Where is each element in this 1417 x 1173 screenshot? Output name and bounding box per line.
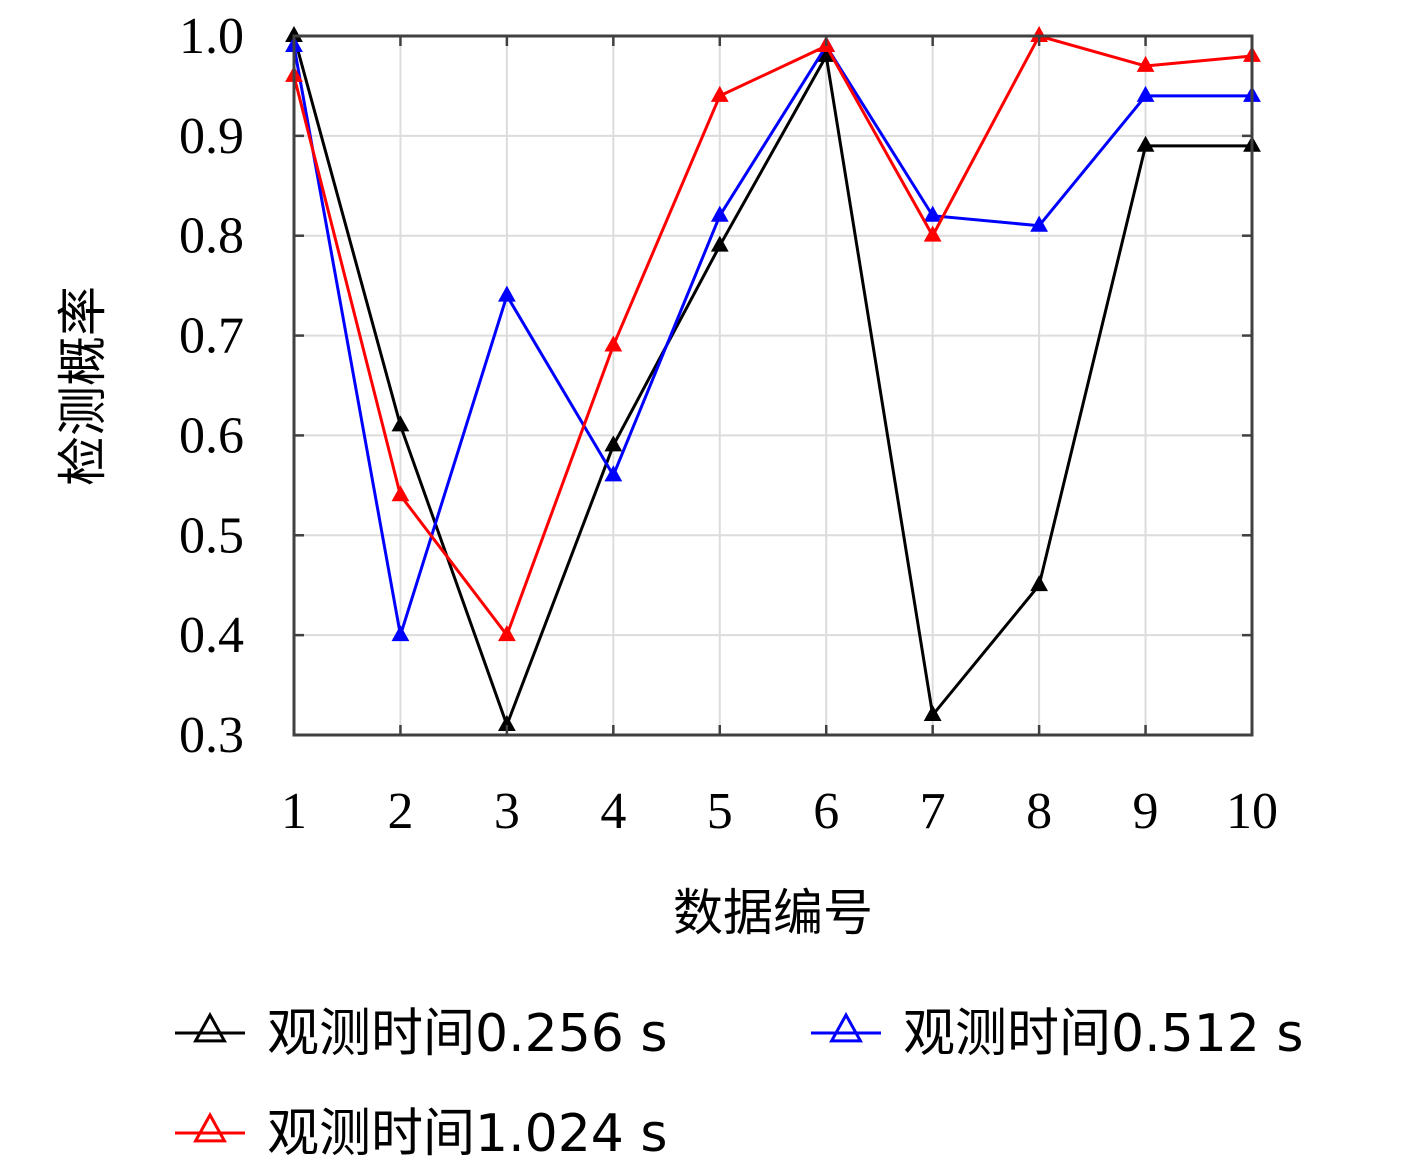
axis-ticks: [292, 34, 1254, 737]
y-tick-label: 1.0: [179, 8, 244, 65]
data-point-marker: [923, 704, 942, 721]
y-tick-label: 0.3: [179, 707, 244, 764]
x-tick-label: 9: [1133, 783, 1159, 840]
x-tick-label: 4: [600, 783, 626, 840]
series-line: [292, 35, 1252, 730]
data-point-marker: [710, 235, 729, 252]
series-2: [285, 35, 1261, 642]
y-axis-label: 检测概率: [54, 286, 112, 486]
legend-label: 观测时间1.024 s: [267, 1104, 668, 1164]
y-tick-label: 0.4: [179, 607, 244, 664]
x-tick-label: 10: [1226, 783, 1278, 840]
data-point-marker: [391, 415, 410, 432]
legend-item: 观测时间1.024 s: [175, 1104, 668, 1164]
legend-triangle-icon: [193, 1011, 227, 1043]
series-3: [285, 25, 1261, 642]
legend-label: 观测时间0.256 s: [267, 1004, 668, 1064]
x-tick-label: 8: [1026, 783, 1052, 840]
data-point-marker: [391, 485, 410, 502]
data-point-marker: [1030, 575, 1049, 592]
x-tick-label: 7: [920, 783, 946, 840]
y-tick-label: 0.7: [179, 308, 244, 365]
x-tick-label: 2: [387, 783, 413, 840]
legend-label: 观测时间0.512 s: [903, 1004, 1304, 1064]
data-point-marker: [1136, 135, 1155, 152]
x-tick-label: 5: [707, 783, 733, 840]
y-tick-label: 0.9: [179, 108, 244, 165]
y-tick-label: 0.6: [179, 407, 244, 464]
data-point-marker: [710, 205, 729, 222]
data-point-marker: [1136, 55, 1155, 72]
x-axis-label: 数据编号: [673, 884, 873, 942]
data-point-marker: [497, 625, 516, 642]
data-point-marker: [604, 335, 623, 352]
legend-item: 观测时间0.256 s: [175, 1004, 668, 1064]
legend: 观测时间0.256 s 观测时间0.512 s 观测时间1.024 s: [175, 1004, 1304, 1164]
y-tick-label: 0.8: [179, 208, 244, 265]
plot-area-frame: [292, 34, 1254, 737]
data-point-marker: [1136, 85, 1155, 102]
series-group: [285, 25, 1261, 731]
y-tick-label: 0.5: [179, 507, 244, 564]
x-tick-labels: 1 2 3 4 5 6 7 8 9 10: [281, 783, 1278, 840]
data-point-marker: [497, 285, 516, 302]
legend-triangle-icon: [193, 1111, 227, 1143]
data-point-marker: [604, 435, 623, 452]
x-tick-label: 6: [813, 783, 839, 840]
legend-item: 观测时间0.512 s: [811, 1004, 1304, 1064]
series-line: [292, 43, 1252, 636]
data-point-marker: [604, 465, 623, 482]
data-point-marker: [391, 625, 410, 642]
x-tick-label: 3: [494, 783, 520, 840]
series-line: [292, 34, 1253, 639]
data-point-marker: [710, 85, 729, 102]
y-tick-labels: 0.3 0.4 0.5 0.6 0.7 0.8 0.9 1.0: [179, 8, 244, 764]
x-tick-label: 1: [281, 783, 307, 840]
legend-triangle-icon: [829, 1011, 863, 1043]
data-point-marker: [923, 225, 942, 242]
data-point-marker: [1030, 215, 1049, 232]
data-point-marker: [923, 205, 942, 222]
